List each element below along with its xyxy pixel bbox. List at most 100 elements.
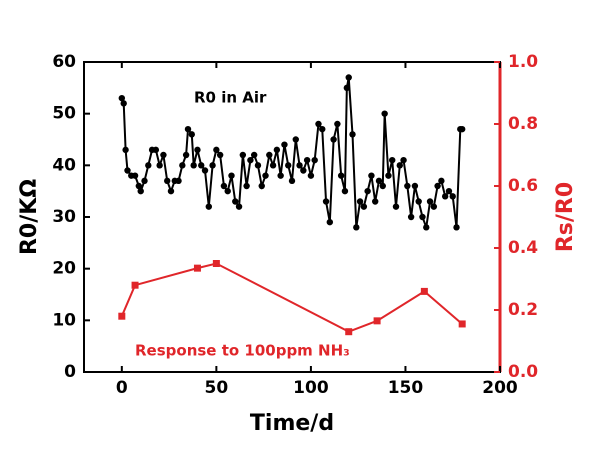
data-point [213, 146, 220, 154]
x-tick-label: 100 [293, 378, 329, 398]
data-point [411, 182, 419, 190]
series-line [120, 77, 463, 228]
data-point [212, 260, 220, 267]
data-point [375, 177, 383, 185]
data-point [131, 281, 139, 289]
data-point [453, 224, 460, 231]
data-point [343, 84, 351, 92]
data-point [235, 203, 243, 210]
data-point [315, 120, 322, 128]
data-point [239, 151, 247, 159]
data-point [141, 177, 148, 185]
data-point [216, 151, 224, 159]
x-axis-title: Time/d [250, 411, 334, 436]
data-point [326, 218, 334, 226]
data-point [356, 198, 364, 205]
data-point [122, 146, 129, 154]
data-point [228, 172, 235, 179]
data-point [250, 151, 258, 159]
data-point [372, 198, 379, 205]
y2-tick-label: 1.0 [508, 52, 538, 72]
data-point [145, 162, 152, 169]
x-tick-label: 150 [388, 378, 424, 398]
y2-tick-label: 0.2 [508, 300, 538, 320]
data-point [182, 151, 190, 159]
data-point [430, 203, 438, 210]
data-point [400, 156, 407, 164]
data-point [188, 131, 195, 138]
data-point [334, 120, 341, 128]
data-point [190, 162, 197, 169]
data-point [373, 317, 381, 325]
data-point [341, 187, 349, 195]
data-point [179, 162, 186, 169]
data-point [396, 162, 403, 169]
data-point [198, 162, 205, 169]
data-point [300, 167, 307, 174]
data-point [458, 320, 466, 328]
data-point [296, 162, 303, 169]
data-point [389, 156, 396, 164]
annotation: Response to 100ppm NH₃ [135, 342, 350, 360]
data-point [266, 151, 273, 159]
data-point [458, 125, 466, 133]
data-point [426, 198, 434, 205]
data-point [345, 328, 353, 336]
annotation: R0 in Air [194, 89, 267, 107]
data-point [415, 198, 422, 205]
data-point [194, 146, 201, 154]
data-point [209, 162, 216, 169]
data-point [224, 187, 231, 195]
data-point [269, 162, 277, 169]
data-point [303, 156, 311, 164]
data-point [281, 141, 288, 148]
data-point [164, 177, 171, 185]
data-point [381, 110, 388, 117]
data-point [205, 203, 212, 210]
y-tick-label: 50 [52, 104, 76, 124]
series-line [120, 262, 463, 333]
data-point [307, 172, 315, 179]
y-axis-title: R0/KΩ [17, 179, 42, 255]
data-point [349, 131, 356, 138]
data-point [285, 162, 292, 169]
data-point [441, 193, 449, 200]
data-point [118, 312, 126, 320]
data-point [445, 187, 453, 195]
data-point [322, 198, 330, 205]
data-point [118, 94, 126, 102]
data-point [330, 136, 337, 143]
data-point [311, 156, 318, 164]
data-point [434, 182, 441, 190]
data-point [273, 146, 281, 154]
data-point [131, 172, 139, 179]
data-point [262, 172, 269, 179]
data-point [156, 162, 163, 169]
data-point [201, 167, 209, 174]
x-tick-label: 200 [482, 378, 518, 398]
data-point [243, 182, 250, 190]
data-point [184, 125, 192, 133]
data-point [438, 177, 445, 185]
data-point [337, 172, 345, 179]
data-point [220, 182, 228, 190]
data-point [247, 156, 254, 164]
data-point [368, 172, 375, 179]
y-tick-label: 10 [52, 310, 76, 330]
data-point [193, 264, 201, 272]
data-point [120, 100, 127, 107]
data-point [124, 167, 131, 174]
data-point [277, 172, 284, 179]
data-point [175, 177, 182, 185]
data-point [160, 151, 167, 159]
x-tick-label: 0 [116, 378, 128, 398]
y2-axis-title: Rs/R0 [553, 182, 578, 252]
y-tick-label: 30 [52, 207, 76, 227]
data-point [167, 187, 175, 195]
data-point [404, 182, 411, 190]
data-point [353, 224, 360, 231]
data-point [319, 125, 326, 133]
data-point [345, 74, 352, 81]
data-point [407, 213, 415, 221]
